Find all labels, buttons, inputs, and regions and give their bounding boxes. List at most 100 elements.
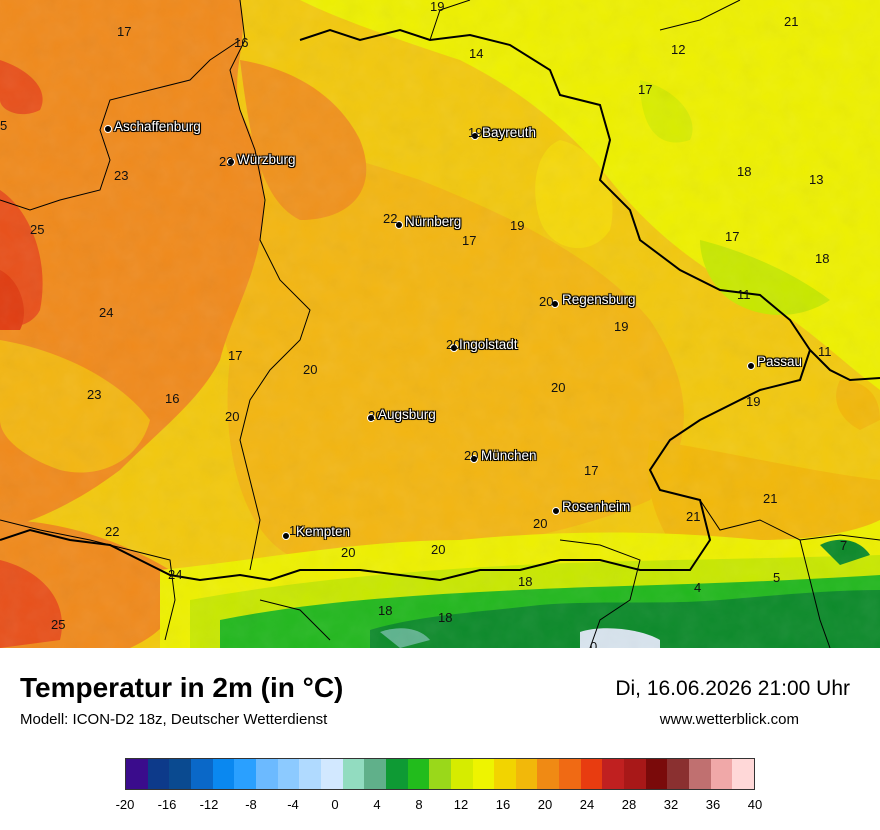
legend-tick-label: 40	[747, 797, 763, 812]
temp-value: 13	[809, 172, 824, 187]
city-dot	[104, 125, 112, 133]
legend-swatch	[689, 759, 711, 789]
city-value-wuerzburg: 23	[219, 154, 234, 169]
texture-overlay	[0, 0, 880, 648]
website-link[interactable]: www.wetterblick.com	[659, 711, 799, 728]
legend-tick-label: 4	[373, 797, 381, 812]
legend-swatch	[147, 759, 170, 789]
legend-tick-label: 12	[453, 797, 469, 812]
city-label-aschaffenburg: Aschaffenburg	[114, 119, 201, 134]
temp-value: 5	[773, 570, 781, 585]
city-label-wuerzburg: Würzburg	[237, 152, 296, 167]
temp-value: 18	[815, 251, 830, 266]
legend-swatch	[602, 759, 625, 789]
legend-swatch	[364, 759, 386, 789]
legend-swatch	[624, 759, 646, 789]
temp-value: 19	[430, 0, 445, 14]
temp-value: 23	[114, 168, 129, 183]
city-label-nuernberg: Nürnberg	[405, 214, 462, 229]
city-dot	[551, 300, 559, 308]
legend-tick-label: 16	[495, 797, 511, 812]
legend-swatch	[299, 759, 321, 789]
legend-swatch	[407, 759, 430, 789]
city-value-nuernberg: 22	[383, 211, 398, 226]
border-switzerland	[0, 519, 176, 641]
temp-value: 25	[51, 617, 66, 632]
temp-value: 7	[840, 538, 848, 553]
border-hesse	[0, 39, 241, 211]
temp-value: 17	[725, 229, 740, 244]
legend-swatch	[277, 759, 300, 789]
forecast-datetime: Di, 16.06.2026 21:00 Uhr	[615, 677, 850, 700]
temp-value: 21	[686, 509, 701, 524]
legend-tick-label: -8	[245, 797, 257, 812]
temp-value: 19	[746, 394, 761, 409]
city-dot	[367, 414, 375, 422]
temp-value: 22	[105, 524, 120, 539]
temp-value: 21	[763, 491, 778, 506]
city-dot	[552, 507, 560, 515]
temp-value: 17	[584, 463, 599, 478]
city-value-regensburg: 20	[539, 294, 554, 309]
legend-swatch	[494, 759, 516, 789]
legend-swatch	[126, 759, 148, 789]
temp-value: 19	[510, 218, 525, 233]
temp-value: 4	[694, 580, 702, 595]
legend-tick-label: 28	[621, 797, 637, 812]
temp-value: 24	[99, 305, 114, 320]
model-info: Modell: ICON-D2 18z, Deutscher Wetterdie…	[20, 711, 328, 728]
legend-tick-label: -4	[287, 797, 299, 812]
border-thuringia	[429, 0, 471, 41]
legend-swatch	[667, 759, 690, 789]
border-upper-austria	[799, 539, 831, 648]
temp-value: 5	[0, 118, 8, 133]
legend-swatch	[429, 759, 451, 789]
legend-swatch	[645, 759, 668, 789]
legend-tick-label: -12	[199, 797, 219, 812]
city-dot	[471, 132, 479, 140]
temp-value: 20	[431, 542, 446, 557]
temp-value: 17	[638, 82, 653, 97]
city-label-rosenheim: Rosenheim	[562, 499, 631, 514]
temp-value: 20	[341, 545, 356, 560]
temp-value: 18	[378, 603, 393, 618]
temp-value: 18	[737, 164, 752, 179]
legend-tick-label: 36	[705, 797, 721, 812]
city-value-augsburg: 20	[368, 408, 383, 423]
temp-value: 17	[228, 348, 243, 363]
legend-swatch	[169, 759, 191, 789]
legend-tick-label: 20	[537, 797, 553, 812]
legend-tick-label: 24	[579, 797, 595, 812]
legend-swatch	[320, 759, 343, 789]
legend-swatch	[212, 759, 235, 789]
temp-value: 11	[737, 287, 751, 302]
temp-value: 17	[117, 24, 132, 39]
legend-swatch	[580, 759, 603, 789]
legend-swatch	[472, 759, 495, 789]
legend-swatch	[342, 759, 365, 789]
legend-swatch	[450, 759, 473, 789]
city-dot	[395, 221, 403, 229]
map-title: Temperatur in 2m (in °C)	[20, 672, 344, 703]
map-canvas	[0, 0, 880, 648]
temp-value: 19	[614, 319, 629, 334]
temp-value: 20	[303, 362, 318, 377]
city-label-bayreuth: Bayreuth	[482, 125, 537, 140]
border-tirol	[259, 599, 331, 641]
temp-value: 17	[462, 233, 477, 248]
legend-swatch	[190, 759, 213, 789]
border-czech	[299, 28, 880, 382]
temp-value: 16	[165, 391, 180, 406]
city-dot	[282, 532, 290, 540]
color-legend	[125, 758, 755, 790]
city-label-ingolstadt: Ingolstadt	[459, 337, 518, 352]
temp-value: 20	[551, 380, 566, 395]
temp-value: 20	[533, 516, 548, 531]
temp-value: 18	[438, 610, 453, 625]
temp-value: 23	[87, 387, 102, 402]
temp-value: 11	[818, 344, 832, 359]
temp-value: 21	[784, 14, 799, 29]
legend-swatch	[515, 759, 538, 789]
legend-tick-label: 0	[331, 797, 339, 812]
legend-swatch	[385, 759, 408, 789]
